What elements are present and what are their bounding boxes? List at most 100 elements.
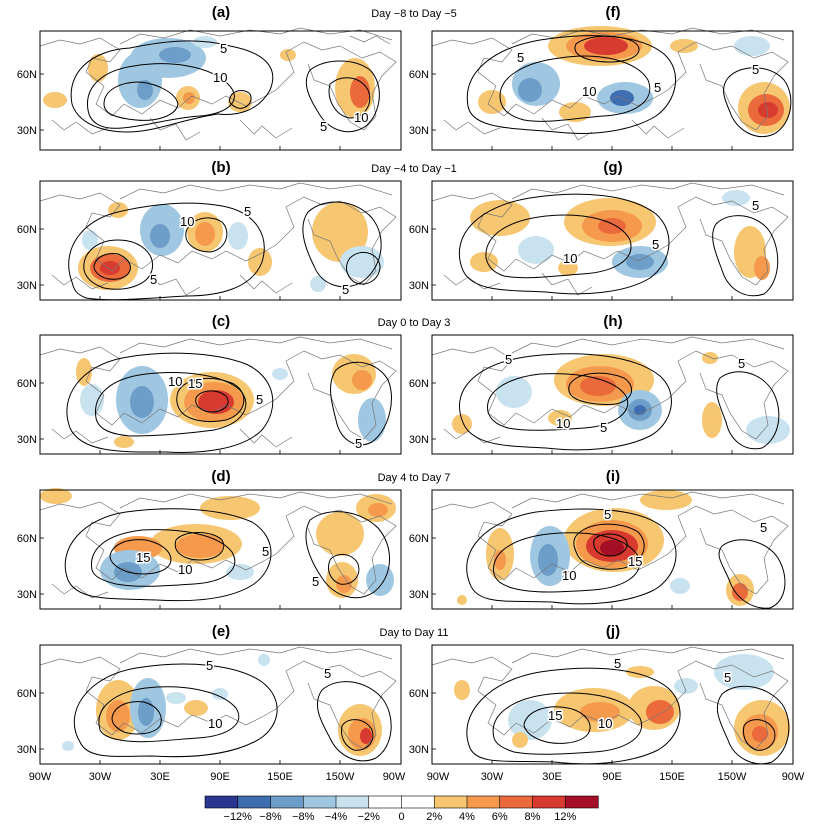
colorbar-cell [270,795,304,809]
coastlines [432,27,789,141]
colorbar-label: 4% [459,811,475,823]
row-title-2: Day −4 to Day −1 [371,163,457,175]
lat-label: 30N [17,280,37,292]
colorbar-cell [204,795,239,809]
shading [40,488,396,598]
contours [66,352,392,453]
lat-label: 30N [409,434,429,446]
map-panel-g: 10 5 5 60N 30N [409,180,794,301]
contours [459,353,780,451]
shading [62,654,382,756]
lat-label: 30N [17,125,37,137]
contour-label: 10 [598,716,612,731]
map-panel-e: 5 10 5 60N 30N [17,644,402,765]
colorbar-cell [302,795,337,809]
shading [457,490,754,606]
contours [64,508,391,602]
panel-label-g: (g) [603,159,622,176]
contours [466,508,786,609]
panel-label-a: (a) [212,4,230,21]
contours [73,663,392,762]
row-title-4: Day 4 to Day 7 [378,472,451,484]
colorbar-label: 8% [525,811,541,823]
map-panel-i: 5 10 15 5 60N 30N [409,489,794,610]
contour-label: 5 [600,420,607,435]
coastlines [40,646,397,750]
shading [43,36,375,118]
contour-label: 5 [150,272,157,287]
contour-label: 10 [556,416,570,431]
contours [70,40,380,133]
map-panel-h: 5 10 5 5 60N 30N [409,334,794,455]
contour-label: 5 [752,62,759,77]
colorbar-cell [532,795,566,809]
contours [68,201,382,301]
colorbar-cell [466,795,501,809]
shading [76,354,386,448]
lat-label: 60N [17,378,37,390]
contour-label: 5 [652,237,659,252]
coastlines [432,646,789,750]
panel-label-j: (j) [606,623,620,640]
lon-label: 30W [89,771,112,783]
contour-label: 5 [256,392,263,407]
lon-label: 90W [782,771,805,783]
contour-label: 10 [563,251,577,266]
ticks [39,73,402,150]
contour-label: 5 [738,356,745,371]
lon-label: 150W [718,771,747,783]
contour-label: 5 [517,50,524,65]
shading [78,202,384,292]
contour-label: 5 [206,658,213,673]
lon-label: 90E [602,771,622,783]
map-panel-d: 15 10 5 5 60N 30N [17,488,402,610]
lat-label: 60N [409,224,429,236]
contour-label: 10 [582,84,596,99]
lon-label: 30E [150,771,170,783]
coastlines [40,27,397,141]
contour-label: 5 [244,204,251,219]
lat-label: 30N [17,434,37,446]
colorbar-label: −8% [259,811,282,823]
lon-label: 90W [427,771,450,783]
contour-label: 5 [320,119,327,134]
map-panel-c: 10 15 5 5 60N 30N [17,334,402,455]
colorbar-cell [368,795,403,809]
lat-label: 60N [17,688,37,700]
map-panel-j: 5 15 10 5 60N 30N [409,644,794,765]
lon-label: 90W [383,771,406,783]
shading [454,654,790,756]
lon-label: 90W [29,771,52,783]
shading [470,190,770,280]
lat-label: 60N [409,378,429,390]
contour-label: 5 [324,666,331,681]
lat-label: 60N [17,533,37,545]
lon-label: 30W [481,771,504,783]
contours [466,35,792,137]
lat-label: 60N [17,224,37,236]
contour-label: 5 [724,670,731,685]
colorbar-cell [499,795,534,809]
coastlines [432,491,789,595]
panel-label-b: (b) [211,159,230,176]
contour-label: 10 [180,214,194,229]
contour-label: 15 [548,708,562,723]
panel-label-e: (e) [212,623,230,640]
contour-label: 10 [208,716,222,731]
lat-label: 30N [409,280,429,292]
contour-label: 15 [628,554,642,569]
colorbar-label: 2% [426,811,442,823]
panel-label-h: (h) [603,313,622,330]
contour-label: 5 [654,80,661,95]
row-title-3: Day 0 to Day 3 [378,317,451,329]
lon-label: 150E [267,771,293,783]
colorbar-label: −2% [358,811,381,823]
contours [458,193,779,297]
row-title-5: Day to Day 11 [380,627,449,639]
contour-label: 10 [562,568,576,583]
contour-label: 10 [178,562,192,577]
contour-label: 10 [354,110,368,125]
colorbar: −12% −8% −8% −4% −2% 0 2% 4% 6% 8% 12% [204,795,599,823]
colorbar-cell [335,795,370,809]
contour-label: 10 [213,70,227,85]
